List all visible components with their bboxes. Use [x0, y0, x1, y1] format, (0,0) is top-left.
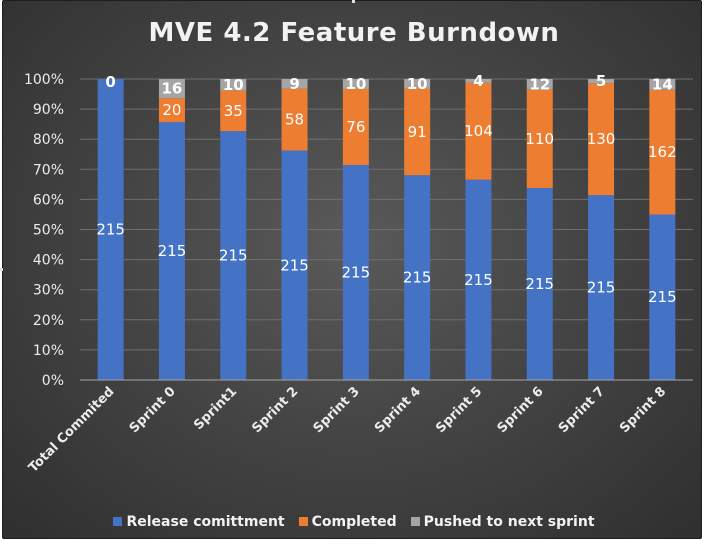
x-category-label: Total Commited [26, 384, 118, 476]
data-label: 58 [285, 111, 304, 129]
y-tick-label: 20% [33, 313, 64, 329]
bar-segment-completed [465, 82, 492, 180]
bar-segment-pushed-to-next-sprint [465, 79, 492, 83]
legend-swatch [298, 517, 308, 526]
data-label-top: 5 [596, 72, 606, 90]
y-tick-label: 30% [33, 283, 64, 299]
data-label-top: 9 [289, 75, 299, 93]
x-category-label: Sprint 3 [311, 384, 363, 436]
x-category-label: Sprint 4 [372, 384, 424, 436]
bar-segment-pushed-to-next-sprint [220, 79, 247, 91]
x-category-label: Sprint 5 [433, 384, 485, 436]
y-tick-label: 10% [33, 343, 64, 359]
data-label-top: 4 [473, 72, 483, 90]
bar-segment-release-comittment [404, 175, 431, 380]
y-tick-label: 40% [33, 253, 64, 269]
data-label-top: 14 [652, 75, 673, 93]
data-label: 110 [525, 130, 554, 148]
bar-segment-release-comittment [220, 131, 247, 380]
data-label: 76 [346, 118, 365, 136]
x-category-label: Sprint1 [191, 384, 240, 433]
y-tick-label: 100% [24, 72, 64, 88]
bar-segment-pushed-to-next-sprint [158, 79, 185, 99]
data-label: 215 [158, 242, 187, 260]
data-label: 215 [464, 271, 493, 289]
bar-segment-completed [220, 90, 247, 132]
bar-segment-completed [526, 89, 553, 188]
chart-legend: Release comittment Completed Pushed to nex… [0, 514, 708, 530]
bar-segment-completed [649, 89, 676, 215]
data-label-top: 10 [345, 75, 366, 93]
bar-segment-release-comittment [465, 179, 492, 380]
y-tick-label: 90% [33, 102, 64, 118]
bar-segment-pushed-to-next-sprint [281, 79, 308, 89]
bar-segment-completed [404, 88, 431, 176]
bar-segment-pushed-to-next-sprint [649, 79, 676, 90]
x-category-label: Sprint 8 [617, 384, 669, 436]
bar-segment-pushed-to-next-sprint [404, 79, 431, 89]
legend-item: Release comittment [113, 514, 285, 530]
data-label: 162 [648, 143, 677, 161]
data-label: 130 [587, 130, 616, 148]
legend-swatch [410, 517, 420, 526]
bar-segment-release-comittment [97, 79, 124, 380]
x-category-label: Sprint 2 [249, 384, 301, 436]
data-label-top: 12 [529, 75, 550, 93]
data-label-top: 10 [223, 76, 244, 94]
bar-segment-release-comittment [342, 165, 369, 380]
data-label: 35 [224, 102, 243, 120]
legend-swatch [113, 517, 123, 526]
legend-item: Completed [298, 514, 397, 530]
data-label: 215 [342, 264, 371, 282]
bar-segment-release-comittment [588, 195, 615, 380]
legend-label: Release comittment [126, 514, 285, 530]
data-label: 215 [96, 221, 125, 239]
data-label-top: 0 [105, 73, 115, 91]
bar-segment-completed [342, 89, 369, 165]
bar-segment-release-comittment [158, 122, 185, 380]
resize-handle-left[interactable] [0, 268, 3, 271]
bar-segment-release-comittment [649, 214, 676, 380]
y-tick-label: 0% [42, 373, 64, 389]
x-category-label: Sprint 0 [127, 384, 179, 436]
bar-segment-pushed-to-next-sprint [526, 79, 553, 90]
data-label-top: 10 [407, 75, 428, 93]
data-label: 91 [408, 123, 427, 141]
bar-segment-completed [281, 88, 308, 151]
y-tick-label: 50% [33, 223, 64, 239]
resize-handle-top[interactable] [352, 0, 355, 3]
bar-segment-pushed-to-next-sprint [588, 79, 615, 84]
bar-segment-completed [588, 83, 615, 196]
x-category-label: Sprint 6 [495, 384, 547, 436]
y-tick-label: 70% [33, 162, 64, 178]
data-label: 215 [219, 247, 248, 265]
data-label: 215 [280, 256, 309, 274]
data-label: 215 [403, 269, 432, 287]
y-tick-label: 80% [33, 132, 64, 148]
bar-segment-release-comittment [526, 187, 553, 380]
data-label-top: 16 [162, 80, 183, 98]
bar-segment-release-comittment [281, 150, 308, 380]
legend-item: Pushed to next sprint [410, 514, 595, 530]
data-label: 215 [525, 275, 554, 293]
data-label: 215 [648, 288, 677, 306]
chart-title: MVE 4.2 Feature Burndown [148, 18, 560, 48]
data-label: 20 [162, 101, 181, 119]
y-tick-label: 60% [33, 192, 64, 208]
bar-segment-pushed-to-next-sprint [342, 79, 369, 89]
data-label: 215 [587, 279, 616, 297]
legend-label: Completed [311, 514, 397, 530]
legend-label: Pushed to next sprint [423, 514, 595, 530]
x-category-label: Sprint 7 [556, 384, 608, 436]
data-label: 104 [464, 122, 493, 140]
bar-segment-completed [158, 98, 185, 123]
